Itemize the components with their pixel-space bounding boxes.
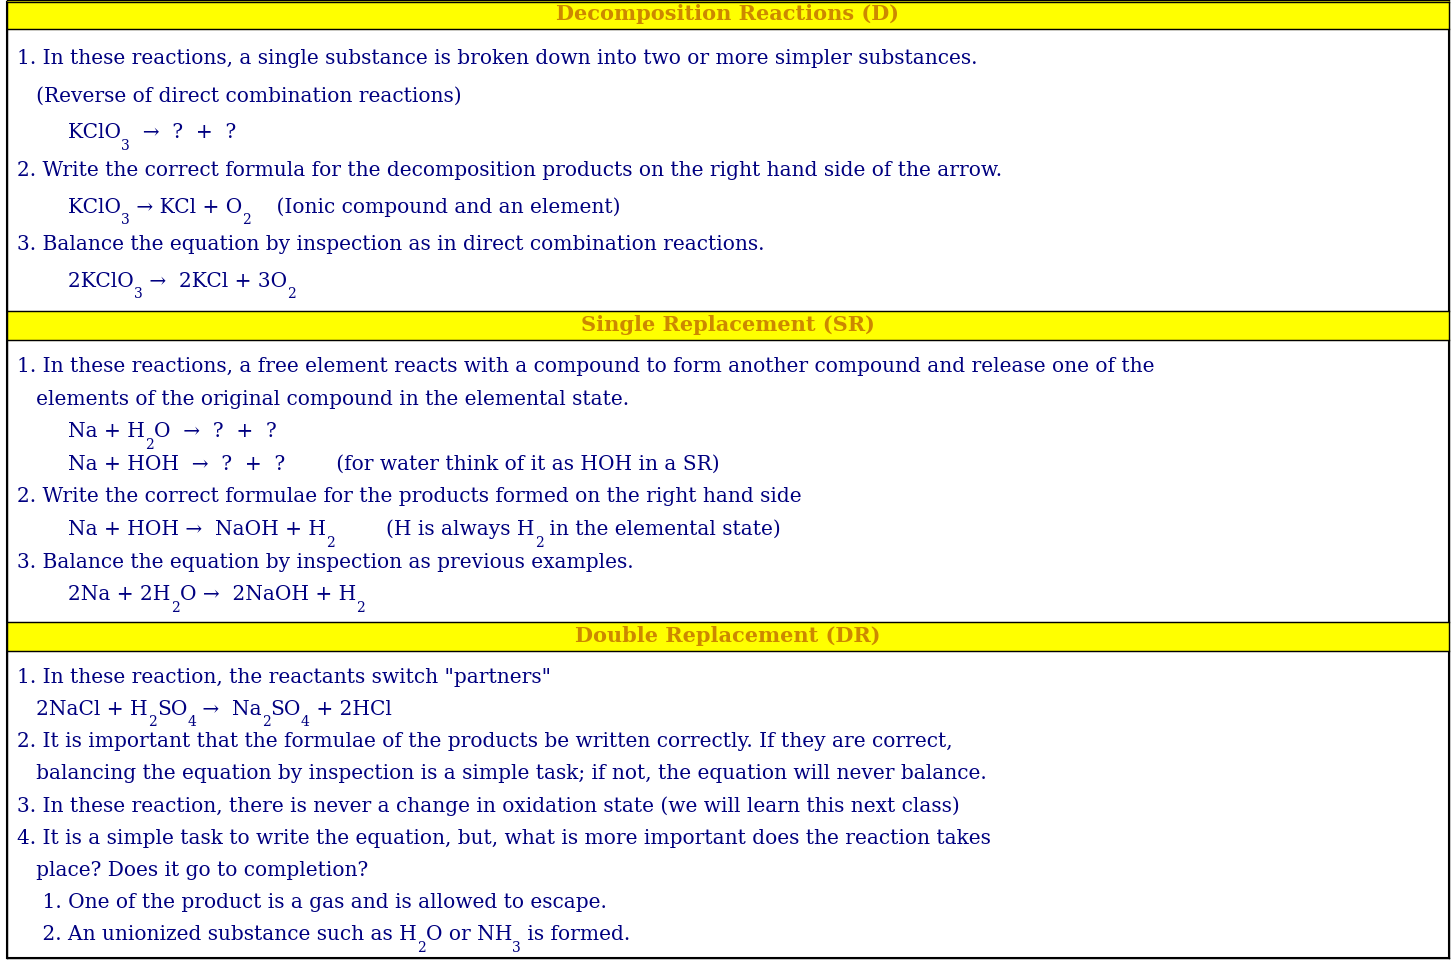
Text: O  →  ?  +  ?: O → ? + ?: [154, 422, 277, 442]
Text: 3: 3: [513, 941, 521, 955]
Text: 2. An unionized substance such as H: 2. An unionized substance such as H: [17, 925, 418, 945]
Text: Decomposition Reactions (D): Decomposition Reactions (D): [556, 5, 900, 24]
Text: Single Replacement (SR): Single Replacement (SR): [581, 316, 875, 335]
Text: 1. In these reactions, a free element reacts with a compound to form another com: 1. In these reactions, a free element re…: [17, 357, 1155, 376]
Text: →  2KCl + 3O: → 2KCl + 3O: [143, 272, 287, 291]
Text: O →  2NaOH + H: O → 2NaOH + H: [179, 586, 355, 604]
Text: 4. It is a simple task to write the equation, but, what is more important does t: 4. It is a simple task to write the equa…: [17, 828, 992, 848]
Text: 3. Balance the equation by inspection as previous examples.: 3. Balance the equation by inspection as…: [17, 553, 635, 572]
Text: 1. In these reaction, the reactants switch "partners": 1. In these reaction, the reactants swit…: [17, 668, 552, 686]
Text: Na + HOH →  NaOH + H: Na + HOH → NaOH + H: [17, 520, 326, 540]
Text: 2: 2: [418, 941, 427, 955]
Text: place? Does it go to completion?: place? Does it go to completion?: [17, 861, 368, 880]
Text: Na + H: Na + H: [17, 422, 146, 442]
Text: + 2HCl: + 2HCl: [310, 700, 392, 719]
Text: 2. Write the correct formula for the decomposition products on the right hand si: 2. Write the correct formula for the dec…: [17, 160, 1003, 180]
Text: 2: 2: [262, 715, 271, 730]
Text: 2: 2: [243, 213, 252, 228]
Text: → KCl + O: → KCl + O: [130, 198, 243, 217]
Bar: [7, 0, 1449, 29]
Text: balancing the equation by inspection is a simple task; if not, the equation will: balancing the equation by inspection is …: [17, 764, 987, 783]
Text: 2: 2: [355, 601, 364, 614]
Text: SO: SO: [157, 700, 188, 719]
Text: 3. In these reaction, there is never a change in oxidation state (we will learn : 3. In these reaction, there is never a c…: [17, 796, 960, 816]
Text: O or NH: O or NH: [427, 925, 513, 945]
Text: Double Replacement (DR): Double Replacement (DR): [575, 627, 881, 646]
Text: Na + HOH  →  ?  +  ?        (for water think of it as HOH in a SR): Na + HOH → ? + ? (for water think of it …: [17, 455, 721, 474]
Text: 3: 3: [121, 139, 130, 153]
Text: 2. Write the correct formulae for the products formed on the right hand side: 2. Write the correct formulae for the pr…: [17, 488, 802, 507]
Text: 1. One of the product is a gas and is allowed to escape.: 1. One of the product is a gas and is al…: [17, 893, 607, 912]
Text: is formed.: is formed.: [521, 925, 630, 945]
Text: 2: 2: [170, 601, 179, 614]
Text: 3: 3: [121, 213, 130, 228]
Text: (H is always H: (H is always H: [335, 519, 534, 540]
Text: (Reverse of direct combination reactions): (Reverse of direct combination reactions…: [17, 86, 462, 106]
Text: →  Na: → Na: [197, 700, 262, 719]
Text: in the elemental state): in the elemental state): [543, 520, 782, 540]
Text: 2: 2: [326, 536, 335, 549]
Text: 2KClO: 2KClO: [17, 272, 134, 291]
Text: 1. In these reactions, a single substance is broken down into two or more simple: 1. In these reactions, a single substanc…: [17, 49, 978, 68]
Text: KClO: KClO: [17, 124, 121, 142]
Bar: [7, 622, 1449, 651]
Text: 2NaCl + H: 2NaCl + H: [17, 700, 149, 719]
Text: 2: 2: [534, 536, 543, 549]
Text: elements of the original compound in the elemental state.: elements of the original compound in the…: [17, 390, 629, 409]
Text: 2: 2: [287, 287, 296, 301]
Text: 2. It is important that the formulae of the products be written correctly. If th: 2. It is important that the formulae of …: [17, 732, 954, 751]
Text: 3: 3: [134, 287, 143, 301]
Text: 2Na + 2H: 2Na + 2H: [17, 586, 170, 604]
Bar: [7, 311, 1449, 340]
Text: 2: 2: [146, 438, 154, 452]
Text: KClO: KClO: [17, 198, 121, 217]
Text: 2: 2: [149, 715, 157, 730]
Text: SO: SO: [271, 700, 301, 719]
Text: →  ?  +  ?: → ? + ?: [130, 124, 236, 142]
Text: 4: 4: [188, 715, 197, 730]
Text: 4: 4: [301, 715, 310, 730]
Text: (Ionic compound and an element): (Ionic compound and an element): [252, 197, 620, 217]
Text: 3. Balance the equation by inspection as in direct combination reactions.: 3. Balance the equation by inspection as…: [17, 234, 764, 253]
